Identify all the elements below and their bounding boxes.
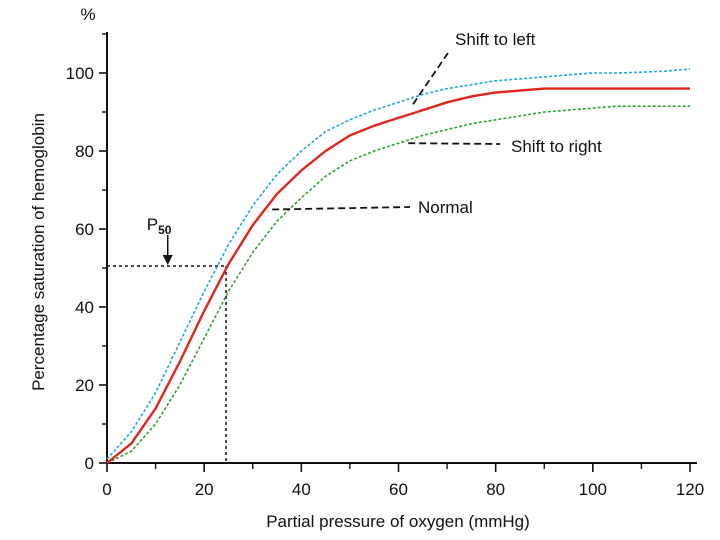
p50-label-main: P: [147, 215, 158, 234]
y-tick-label: 60: [75, 220, 94, 239]
y-tick-label: 80: [75, 142, 94, 161]
annotation-leader-shift-to-right: [408, 142, 501, 145]
annotation-normal: Normal: [418, 198, 473, 217]
y-unit-label: %: [80, 5, 95, 24]
x-axis-title: Partial pressure of oxygen (mmHg): [266, 512, 530, 531]
y-tick-label: 100: [66, 64, 94, 83]
series-line-shift-to-left: [106, 68, 691, 460]
x-tick-label: 80: [486, 480, 505, 499]
y-tick-label: 0: [85, 454, 94, 473]
y-tick-label: 40: [75, 298, 94, 317]
y-ticks: 0 20 40 60 80 100: [66, 33, 107, 473]
annotation-leader-normal: [272, 206, 411, 211]
p50-label-subscript: 50: [158, 223, 172, 237]
x-tick-label: 100: [579, 480, 607, 499]
annotation-shift-to-right: Shift to right: [511, 137, 602, 156]
series-line-shift-to-right: [106, 105, 690, 464]
x-ticks: 0 20 40 60 80 100 120: [102, 463, 704, 499]
x-tick-label: 120: [676, 480, 704, 499]
x-tick-label: 40: [292, 480, 311, 499]
annotation-shift-to-left: Shift to left: [455, 30, 536, 49]
p50-arrow-head: [162, 255, 173, 266]
series-line-normal: [106, 87, 690, 464]
x-tick-label: 0: [102, 480, 111, 499]
p50-label: P50: [147, 215, 172, 237]
x-tick-label: 20: [195, 480, 214, 499]
x-tick-label: 60: [389, 480, 408, 499]
y-tick-label: 20: [75, 376, 94, 395]
y-axis-title: Percentage saturation of hemoglobin: [29, 113, 48, 391]
